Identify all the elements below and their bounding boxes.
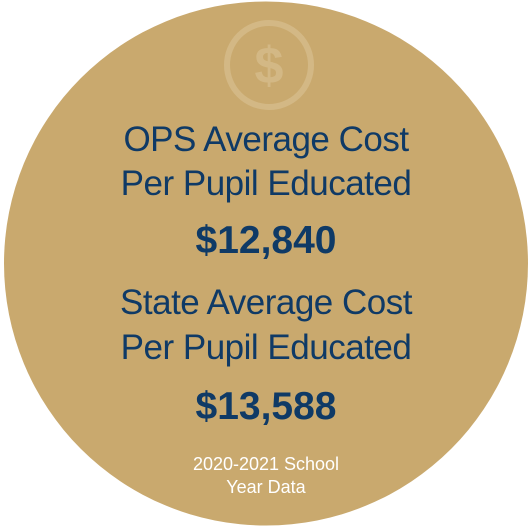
- dollar-icon: $: [224, 20, 314, 110]
- heading-line: Per Pupil Educated: [121, 164, 412, 203]
- svg-text:$: $: [255, 37, 284, 95]
- gold-circle: [4, 1, 528, 526]
- amount: $12,840: [196, 219, 337, 262]
- heading-line: OPS Average Cost: [123, 120, 409, 159]
- footnote-line: Year Data: [226, 477, 306, 497]
- heading-line: State Average Cost: [120, 283, 413, 322]
- footnote-line: 2020-2021 School: [193, 454, 339, 474]
- amount: $13,588: [196, 385, 337, 428]
- heading-line: Per Pupil Educated: [121, 328, 412, 367]
